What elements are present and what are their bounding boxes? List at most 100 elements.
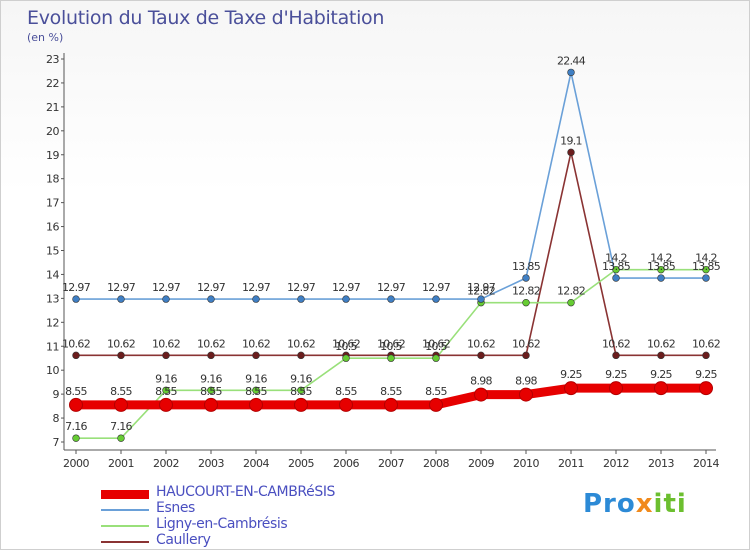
y-tick-label-9: 9 — [53, 388, 60, 401]
y-tick-label-15: 15 — [46, 245, 59, 258]
point-esnes-2014 — [702, 274, 710, 282]
legend-item-esnes: Esnes — [101, 500, 401, 518]
point-esnes-2005 — [297, 295, 305, 303]
point-haucourt-en-cambr-sis-2002 — [159, 397, 173, 412]
legend-swatch-haucourt — [101, 490, 149, 499]
logo-text-x: x — [635, 489, 654, 519]
x-tick-label-2003: 2003 — [198, 457, 224, 470]
point-caullery-2014 — [702, 351, 710, 360]
data-label-ligny-en-cambr-sis-2014: 14.2 — [695, 252, 717, 265]
data-label-esnes-2007: 12.97 — [377, 281, 406, 294]
point-esnes-2001 — [117, 295, 125, 303]
point-haucourt-en-cambr-sis-2008 — [429, 397, 443, 412]
x-tick-label-2005: 2005 — [288, 457, 314, 470]
point-ligny-en-cambr-sis-2014 — [702, 265, 710, 274]
data-label-esnes-2011: 22.44 — [557, 54, 586, 67]
legend-item-caullery: Caullery — [101, 532, 401, 550]
data-label-ligny-en-cambr-sis-2009: 12.82 — [467, 285, 495, 298]
data-label-esnes-2004: 12.97 — [242, 281, 271, 294]
y-tick-label-21: 21 — [46, 101, 59, 114]
data-label-caullery-2004: 10.62 — [242, 337, 270, 350]
data-label-haucourt-en-cambr-sis-2003: 8.55 — [200, 385, 222, 398]
y-tick-label-13: 13 — [46, 292, 59, 305]
point-caullery-2010 — [522, 351, 530, 360]
y-tick-label-16: 16 — [46, 221, 59, 234]
y-tick-label-11: 11 — [46, 340, 59, 353]
series-markers — [69, 68, 713, 442]
data-label-ligny-en-cambr-sis-2012: 14.2 — [605, 252, 627, 265]
point-ligny-en-cambr-sis-2005 — [297, 386, 305, 394]
data-label-ligny-en-cambr-sis-2001: 7.16 — [110, 420, 132, 433]
logo-text-iti: iti — [653, 489, 687, 519]
point-caullery-2013 — [657, 351, 665, 360]
data-label-esnes-2009: 12.97 — [467, 281, 496, 294]
point-esnes-2011 — [567, 68, 575, 77]
data-label-haucourt-en-cambr-sis-2002: 8.55 — [155, 385, 177, 398]
data-label-ligny-en-cambr-sis-2006: 10.5 — [335, 340, 357, 353]
chart-subtitle: (en %) — [27, 31, 64, 44]
data-label-haucourt-en-cambr-sis-2010: 8.98 — [515, 375, 537, 388]
point-ligny-en-cambr-sis-2013 — [657, 265, 665, 274]
point-haucourt-en-cambr-sis-2000 — [69, 397, 83, 412]
y-tick-label-7: 7 — [53, 436, 60, 449]
data-label-caullery-2007: 10.62 — [377, 337, 405, 350]
data-label-caullery-2009: 10.62 — [467, 337, 495, 350]
y-tick-label-8: 8 — [53, 412, 60, 425]
data-label-esnes-2005: 12.97 — [287, 281, 316, 294]
point-caullery-2011 — [567, 148, 575, 157]
data-label-haucourt-en-cambr-sis-2007: 8.55 — [380, 385, 402, 398]
point-haucourt-en-cambr-sis-2014 — [699, 381, 713, 396]
x-tick-label-2012: 2012 — [603, 457, 629, 470]
point-caullery-2009 — [477, 351, 485, 360]
data-label-caullery-2010: 10.62 — [512, 337, 540, 350]
data-label-esnes-2000: 12.97 — [62, 281, 91, 294]
point-haucourt-en-cambr-sis-2001 — [114, 397, 128, 412]
point-ligny-en-cambr-sis-2003 — [207, 386, 215, 394]
legend-label-ligny: Ligny-en-Cambrésis — [156, 516, 288, 532]
point-ligny-en-cambr-sis-2010 — [522, 298, 530, 307]
data-label-caullery-2014: 10.62 — [692, 337, 720, 350]
point-haucourt-en-cambr-sis-2010 — [519, 387, 533, 402]
legend-item-haucourt: HAUCOURT-EN-CAMBRéSIS — [101, 484, 401, 502]
data-label-caullery-2012: 10.62 — [602, 337, 630, 350]
point-esnes-2007 — [387, 295, 395, 303]
data-label-haucourt-en-cambr-sis-2005: 8.55 — [290, 385, 312, 398]
data-label-caullery-2008: 10.62 — [422, 337, 450, 350]
x-tick-label-2013: 2013 — [648, 457, 674, 470]
proxiti-logo: Proxiti — [583, 489, 687, 519]
chart-title: Evolution du Taux de Taxe d'Habitation — [27, 7, 385, 29]
y-tick-label-14: 14 — [46, 268, 59, 281]
legend-item-ligny: Ligny-en-Cambrésis — [101, 516, 401, 534]
data-label-esnes-2012: 13.85 — [602, 260, 631, 273]
data-label-esnes-2006: 12.97 — [332, 281, 361, 294]
point-esnes-2013 — [657, 274, 665, 282]
data-label-esnes-2001: 12.97 — [107, 281, 136, 294]
point-ligny-en-cambr-sis-2002 — [162, 386, 170, 394]
data-label-ligny-en-cambr-sis-2002: 9.16 — [155, 372, 177, 385]
data-label-ligny-en-cambr-sis-2008: 10.5 — [425, 340, 447, 353]
data-label-ligny-en-cambr-sis-2004: 9.16 — [245, 372, 267, 385]
point-haucourt-en-cambr-sis-2003 — [204, 397, 218, 412]
data-label-haucourt-en-cambr-sis-2004: 8.55 — [245, 385, 267, 398]
x-tick-label-2006: 2006 — [333, 457, 359, 470]
line-chart: 7 8 9 10 11 12 13 14 15 16 17 18 19 20 21 22 23 2000 2001 2… — [46, 53, 721, 470]
data-label-haucourt-en-cambr-sis-2011: 9.25 — [560, 368, 582, 381]
data-label-esnes-2013: 13.85 — [647, 260, 676, 273]
point-haucourt-en-cambr-sis-2009 — [474, 387, 488, 402]
point-ligny-en-cambr-sis-2001 — [117, 434, 125, 442]
y-tick-label-19: 19 — [46, 149, 59, 162]
point-esnes-2006 — [342, 295, 350, 303]
point-haucourt-en-cambr-sis-2007 — [384, 397, 398, 412]
legend-label-esnes: Esnes — [156, 500, 195, 516]
data-label-esnes-2002: 12.97 — [152, 281, 181, 294]
data-label-caullery-2006: 10.62 — [332, 337, 360, 350]
point-esnes-2003 — [207, 295, 215, 303]
legend-swatch-ligny — [101, 525, 149, 527]
data-label-caullery-2001: 10.62 — [107, 337, 135, 350]
y-tick-label-22: 22 — [46, 77, 59, 90]
point-esnes-2009 — [477, 295, 485, 303]
x-tick-label-2010: 2010 — [513, 457, 539, 470]
data-label-esnes-2008: 12.97 — [422, 281, 451, 294]
point-ligny-en-cambr-sis-2007 — [387, 354, 395, 362]
point-esnes-2012 — [612, 274, 620, 282]
